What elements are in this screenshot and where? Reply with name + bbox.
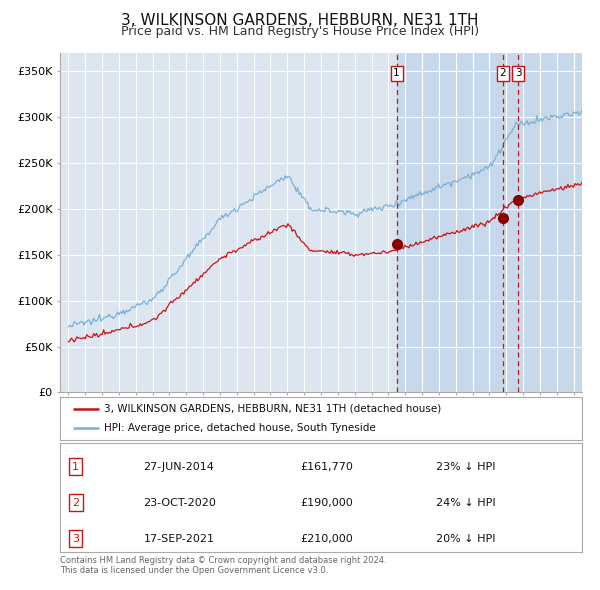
Text: HPI: Average price, detached house, South Tyneside: HPI: Average price, detached house, Sout… [104, 423, 376, 433]
Text: 3: 3 [72, 533, 79, 543]
Text: 2: 2 [72, 497, 79, 507]
Text: This data is licensed under the Open Government Licence v3.0.: This data is licensed under the Open Gov… [60, 566, 328, 575]
Text: 17-SEP-2021: 17-SEP-2021 [143, 533, 215, 543]
Text: 23% ↓ HPI: 23% ↓ HPI [436, 461, 496, 471]
Text: 23-OCT-2020: 23-OCT-2020 [143, 497, 217, 507]
Text: £210,000: £210,000 [300, 533, 353, 543]
Text: 27-JUN-2014: 27-JUN-2014 [143, 461, 214, 471]
Text: Contains HM Land Registry data © Crown copyright and database right 2024.: Contains HM Land Registry data © Crown c… [60, 556, 386, 565]
Text: £161,770: £161,770 [300, 461, 353, 471]
Text: Price paid vs. HM Land Registry's House Price Index (HPI): Price paid vs. HM Land Registry's House … [121, 25, 479, 38]
Text: 3: 3 [515, 68, 521, 78]
Text: £190,000: £190,000 [300, 497, 353, 507]
Text: 1: 1 [72, 461, 79, 471]
Text: 3, WILKINSON GARDENS, HEBBURN, NE31 1TH (detached house): 3, WILKINSON GARDENS, HEBBURN, NE31 1TH … [104, 404, 442, 414]
Text: 24% ↓ HPI: 24% ↓ HPI [436, 497, 496, 507]
Text: 2: 2 [500, 68, 506, 78]
Text: 3, WILKINSON GARDENS, HEBBURN, NE31 1TH: 3, WILKINSON GARDENS, HEBBURN, NE31 1TH [121, 13, 479, 28]
Text: 1: 1 [393, 68, 400, 78]
Text: 20% ↓ HPI: 20% ↓ HPI [436, 533, 496, 543]
Bar [397, 53, 590, 392]
